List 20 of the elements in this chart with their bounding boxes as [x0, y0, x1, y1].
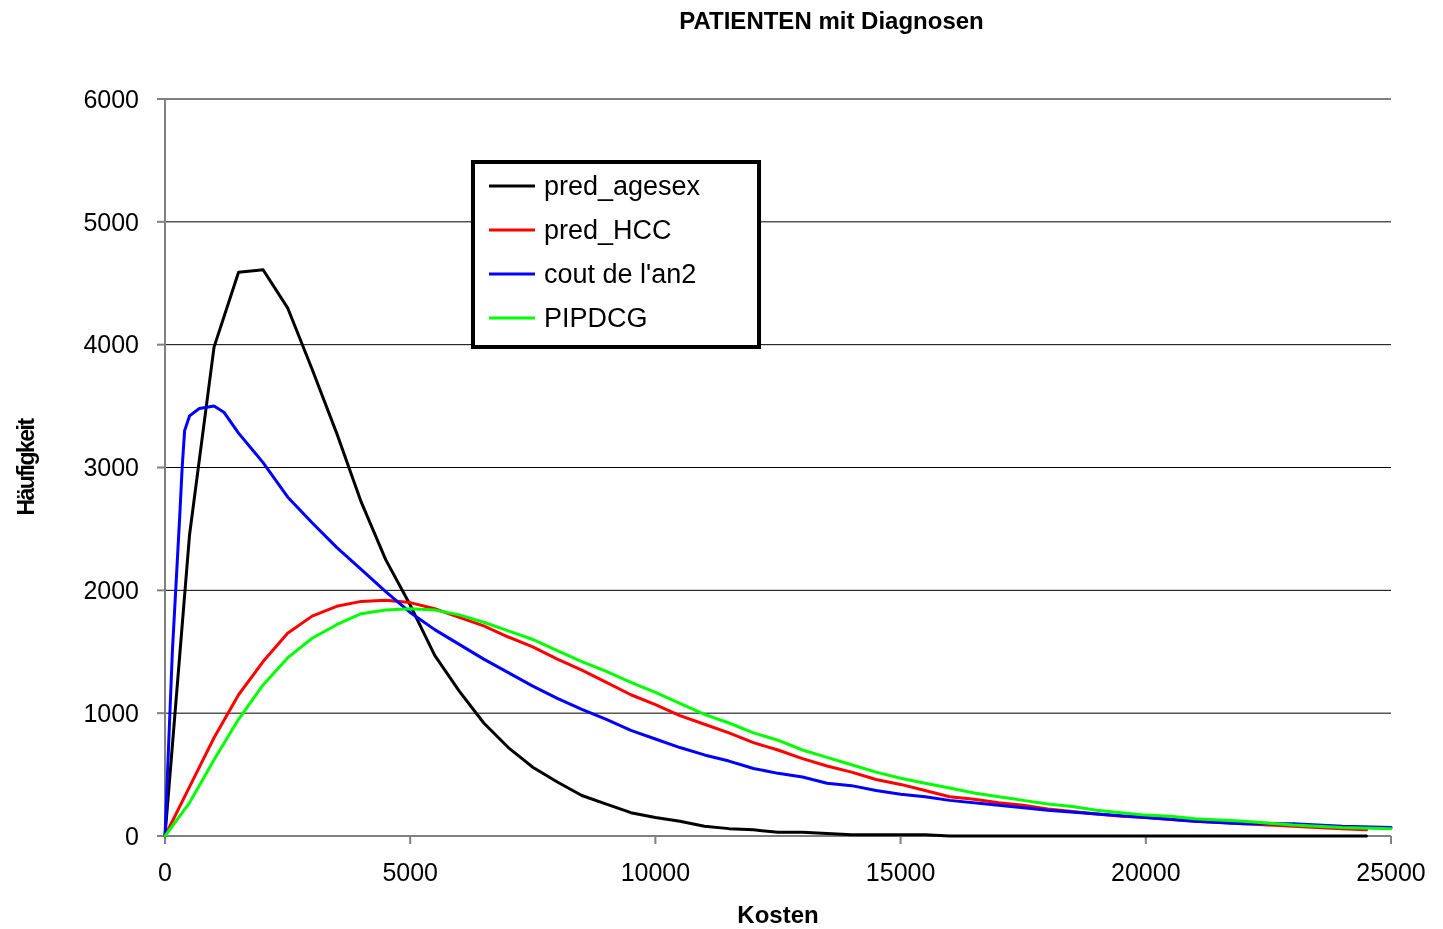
y-tick-label: 0: [125, 821, 139, 850]
x-tick-label: 10000: [620, 858, 691, 886]
y-tick-label: 1000: [83, 698, 139, 727]
y-tick-label: 2000: [83, 576, 139, 605]
y-tick-label: 3000: [83, 453, 139, 482]
y-tick-label: 4000: [83, 330, 139, 359]
legend-label: PIPDCG: [544, 303, 648, 334]
x-tick-label: 15000: [865, 858, 936, 886]
y-axis-title: Häufigkeit: [13, 417, 39, 516]
chart-title: PATIENTEN mit Diagnosen: [679, 7, 984, 34]
y-tick-label: 6000: [83, 84, 139, 113]
x-axis-title: Kosten: [737, 901, 819, 928]
x-tick-label: 20000: [1111, 858, 1181, 886]
x-tick-label: 25000: [1356, 858, 1426, 886]
legend-label: cout de l'an2: [544, 259, 697, 290]
y-tick-label: 5000: [83, 207, 139, 236]
legend-label: pred_HCC: [544, 215, 672, 246]
x-tick-label: 5000: [382, 858, 439, 886]
legend-label: pred_agesex: [544, 171, 701, 202]
x-tick-label: 0: [158, 858, 172, 886]
